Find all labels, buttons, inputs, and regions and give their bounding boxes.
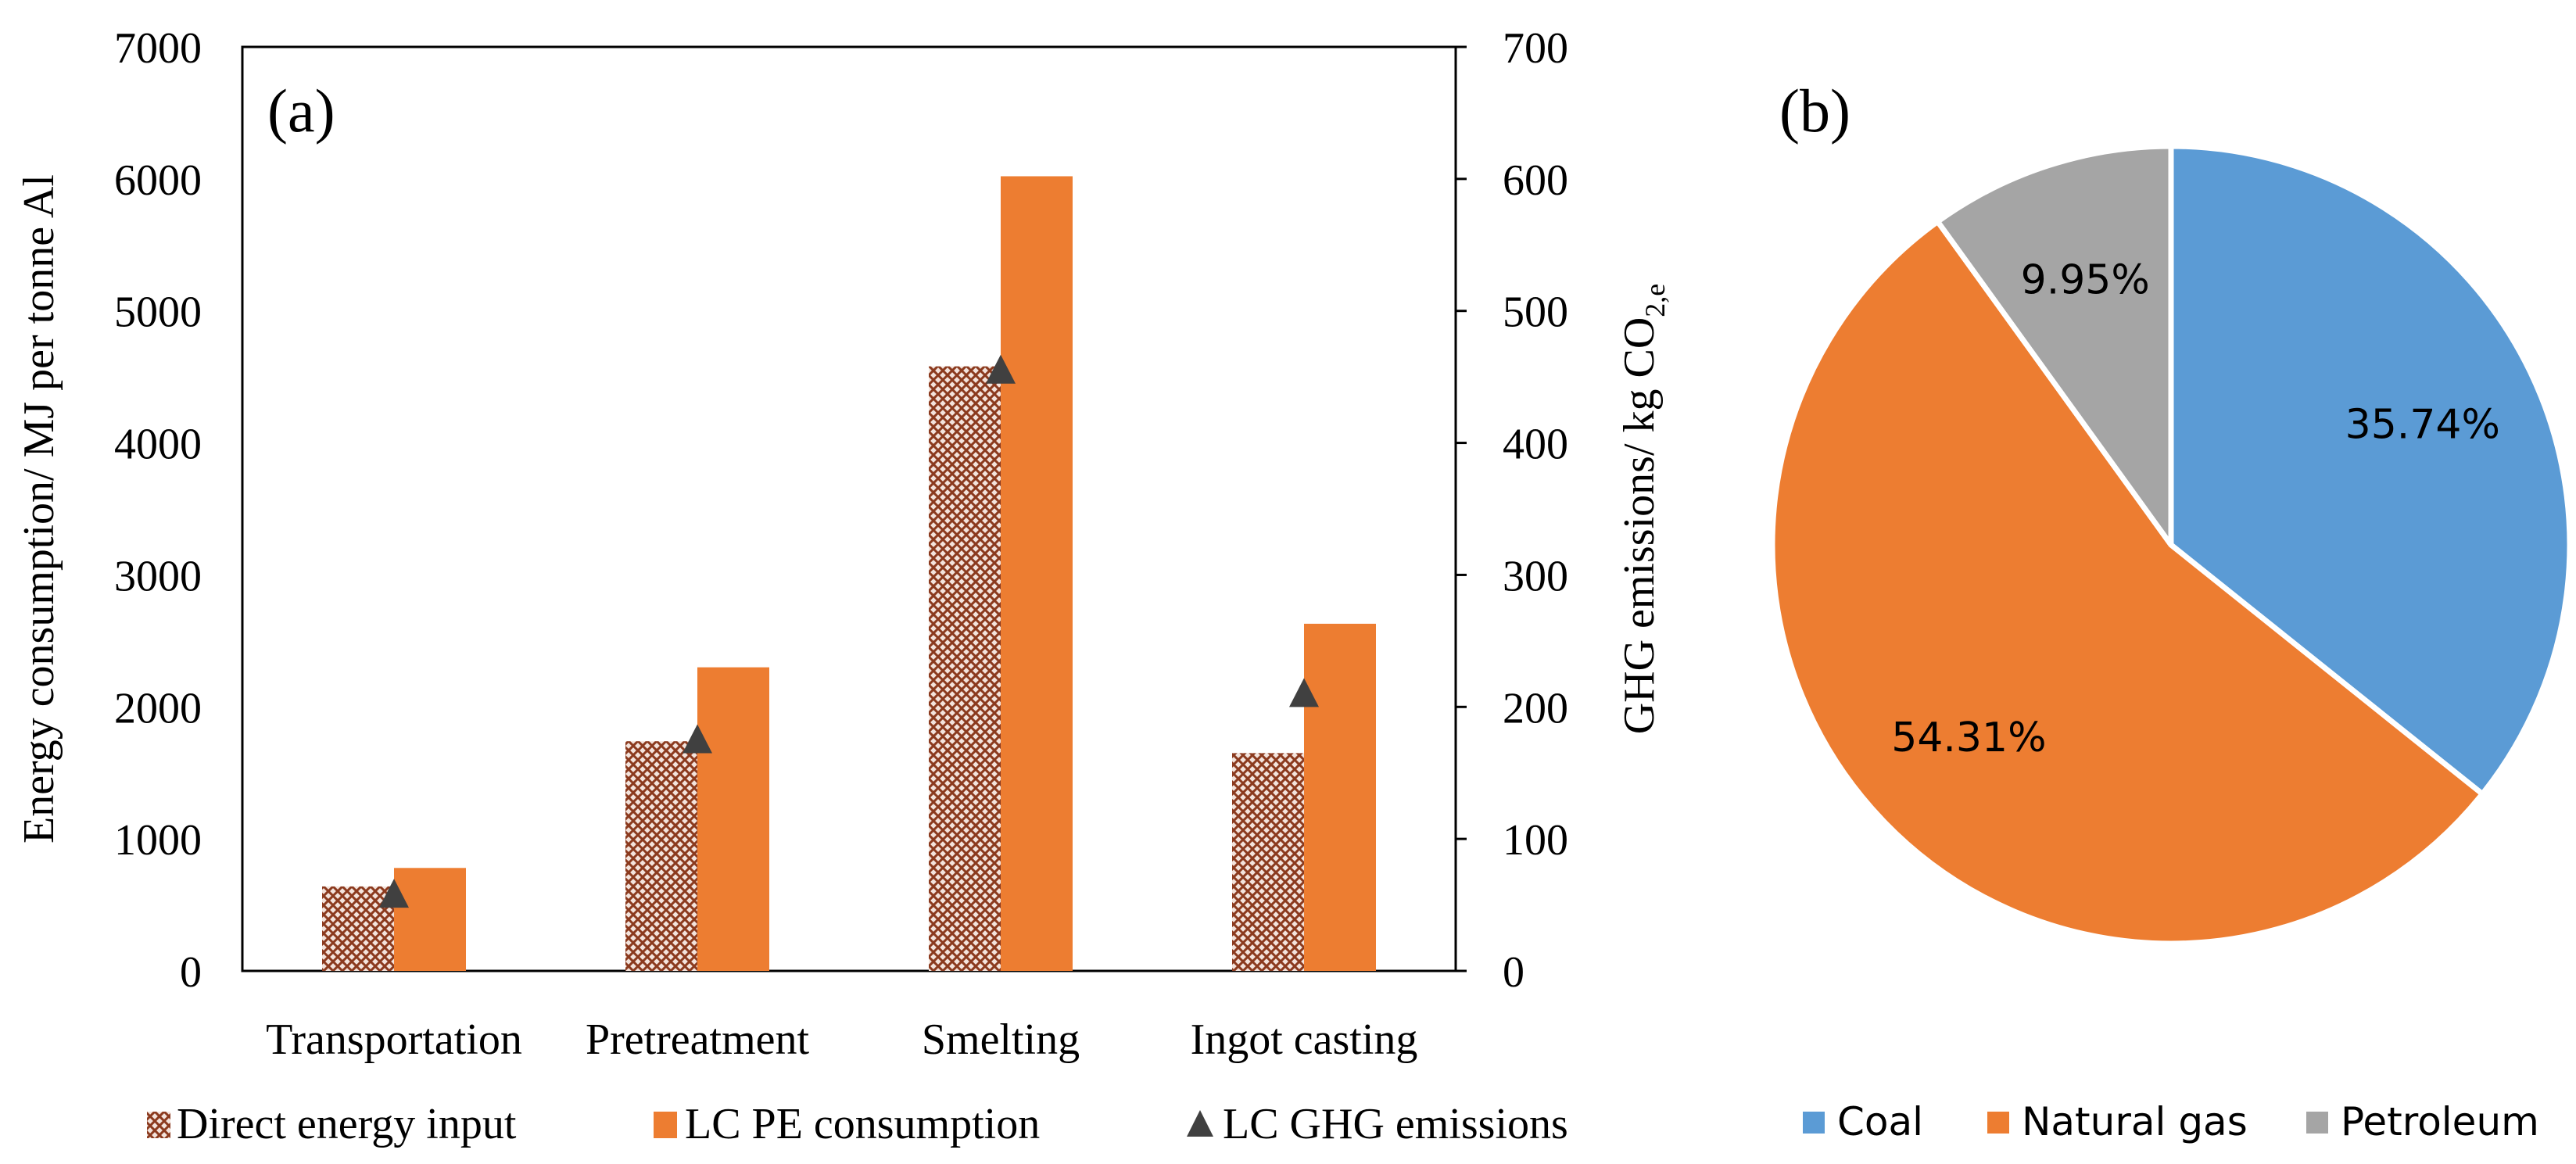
panel-b-label: (b) xyxy=(1779,77,1850,145)
marker-ghg-transportation xyxy=(379,879,409,908)
right-axis-ticks: 0 100 200 300 400 500 600 700 xyxy=(1456,24,1568,997)
bar-lc-pe-transportation xyxy=(394,868,466,971)
y-tick-label-4000: 4000 xyxy=(114,421,202,469)
legend-b: Coal Natural gas Petroleum xyxy=(1803,1099,2539,1144)
panel-a: (a) 0 1000 2000 3000 4000 5000 6000 7000 0 100 20… xyxy=(15,24,1671,1148)
marker-ghg-ingot-casting xyxy=(1289,678,1319,707)
pie-group xyxy=(1769,143,2573,947)
panel-a-label: (a) xyxy=(267,77,335,145)
y2-tick-label-400: 400 xyxy=(1503,421,1568,469)
y-tick-label-2000: 2000 xyxy=(114,684,202,732)
x-axis-ticks: Transportation Pretreatment Smelting Ingot … xyxy=(266,1015,1417,1064)
legend-swatch-natural-gas xyxy=(1987,1112,2009,1134)
legend-label-coal: Coal xyxy=(1837,1099,1923,1144)
x-tick-label-ingot-casting: Ingot casting xyxy=(1191,1015,1418,1064)
legend-label-lc-pe: LC PE consumption xyxy=(685,1100,1040,1148)
bar-lc-pe-ingot-casting xyxy=(1304,623,1376,971)
bar-direct-energy-smelting xyxy=(929,366,1001,971)
bars-group xyxy=(322,176,1376,972)
legend-label-petroleum: Petroleum xyxy=(2341,1099,2539,1144)
markers-group xyxy=(379,354,1319,908)
y-tick-label-6000: 6000 xyxy=(114,156,202,205)
legend-a: Direct energy input LC PE consumption LC… xyxy=(147,1100,1568,1148)
legend-swatch-petroleum xyxy=(2306,1112,2328,1134)
marker-ghg-smelting xyxy=(986,354,1016,384)
pie-label-coal: 35.74% xyxy=(2345,401,2500,448)
bar-direct-energy-transportation xyxy=(322,886,394,971)
pie-slice-petroleum xyxy=(1935,143,2174,548)
legend-swatch-direct-energy xyxy=(147,1112,170,1138)
y-tick-label-7000: 7000 xyxy=(114,24,202,73)
legend-swatch-ghg xyxy=(1187,1110,1213,1137)
y2-tick-label-100: 100 xyxy=(1503,816,1568,865)
y-axis-label-right: GHG emissions/ kg CO2,e xyxy=(1615,284,1671,735)
pie-label-petroleum: 9.95% xyxy=(2021,256,2150,303)
pie-slice-coal xyxy=(2168,143,2573,797)
y2-tick-label-300: 300 xyxy=(1503,552,1568,600)
y-tick-label-5000: 5000 xyxy=(114,288,202,337)
pie-slice-natural-gas xyxy=(1769,218,2485,947)
legend-swatch-coal xyxy=(1803,1112,1825,1134)
legend-label-natural-gas: Natural gas xyxy=(2022,1099,2248,1144)
left-axis-ticks: 0 1000 2000 3000 4000 5000 6000 7000 xyxy=(114,24,202,997)
y2-tick-label-700: 700 xyxy=(1503,24,1568,73)
marker-ghg-pretreatment xyxy=(683,724,712,754)
bar-lc-pe-pretreatment xyxy=(697,667,769,971)
y2-tick-label-600: 600 xyxy=(1503,156,1568,205)
y-tick-label-0: 0 xyxy=(180,948,202,997)
y2-tick-label-200: 200 xyxy=(1503,684,1568,732)
y-axis-label-right-main: GHG emissions/ kg CO xyxy=(1615,317,1664,735)
bar-direct-energy-ingot-casting xyxy=(1232,753,1304,971)
bar-direct-energy-pretreatment xyxy=(625,741,697,971)
y-tick-label-1000: 1000 xyxy=(114,816,202,865)
y-axis-label-right-sub: 2,e xyxy=(1639,284,1671,317)
x-tick-label-pretreatment: Pretreatment xyxy=(586,1015,810,1064)
plot-area-frame xyxy=(241,45,1457,972)
bar-lc-pe-smelting xyxy=(1001,176,1073,972)
legend-label-ghg: LC GHG emissions xyxy=(1223,1100,1568,1148)
y2-tick-label-0: 0 xyxy=(1503,948,1524,997)
y2-tick-label-500: 500 xyxy=(1503,288,1568,337)
pie-data-labels: 35.74% 54.31% 9.95% xyxy=(1891,256,2500,761)
panel-b: (b) 35.74% 54.31% 9.95% Coal Natural gas P… xyxy=(1769,77,2573,1144)
legend-swatch-lc-pe xyxy=(654,1112,677,1138)
y-axis-label-left: Energy consumption/ MJ per tonne Al xyxy=(15,174,63,843)
legend-label-direct-energy: Direct energy input xyxy=(177,1100,517,1148)
x-tick-label-smelting: Smelting xyxy=(922,1015,1080,1064)
y-tick-label-3000: 3000 xyxy=(114,552,202,600)
x-tick-label-transportation: Transportation xyxy=(266,1015,522,1064)
pie-label-natural-gas: 54.31% xyxy=(1891,715,2046,761)
